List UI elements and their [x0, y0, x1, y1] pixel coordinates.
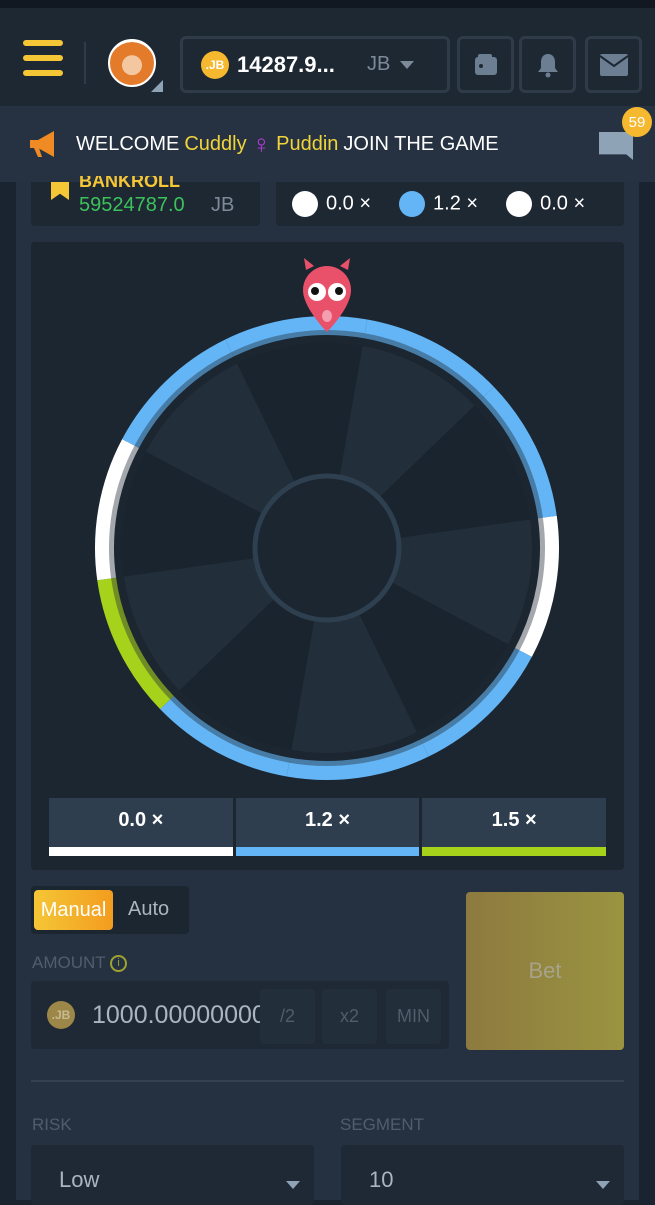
- wheel-segment-inner: [480, 395, 544, 519]
- wheel-segment: [225, 316, 368, 353]
- chat-badge: 59: [622, 107, 652, 137]
- jb-coin-icon: .JB: [47, 1001, 75, 1029]
- wheel-segment: [97, 578, 171, 710]
- join-text: JOIN THE GAME: [343, 132, 499, 155]
- wallet-button[interactable]: [457, 36, 514, 93]
- segment-label: SEGMENT: [340, 1115, 425, 1134]
- risk-select[interactable]: Low: [31, 1145, 314, 1205]
- wheel-segment-inner: [515, 517, 546, 651]
- wheel-segment: [422, 650, 532, 757]
- mail-icon: [598, 53, 629, 76]
- avatar-menu-indicator: [151, 80, 163, 92]
- bankroll-card: BANKROLL 59524787.0 JB: [31, 176, 260, 226]
- history-bar: 0.0 × 1.2 × 0.0 ×: [276, 182, 624, 226]
- wheel-segment: [519, 515, 559, 657]
- wheel-segment: [95, 439, 135, 581]
- bankroll-value: 59524787.0: [79, 194, 185, 216]
- half-button[interactable]: /2: [260, 989, 315, 1044]
- wheel-segment-inner: [169, 695, 291, 764]
- avatar[interactable]: [108, 39, 156, 87]
- min-button[interactable]: MIN: [386, 989, 441, 1044]
- header: .JB 14287.9... JB: [0, 8, 655, 106]
- balance-currency: JB: [367, 53, 391, 75]
- wheel-segment: [160, 699, 290, 777]
- info-icon[interactable]: i: [110, 955, 128, 973]
- history-item: 0.0 ×: [292, 191, 371, 217]
- history-item: 0.0 ×: [506, 191, 585, 217]
- history-item: 1.2 ×: [399, 191, 478, 217]
- jb-coin-icon: .JB: [201, 50, 229, 79]
- devil-pointer-icon: [303, 258, 351, 332]
- amount-field[interactable]: .JB 1000.00000000 /2 x2 MIN: [31, 981, 449, 1049]
- notifications-button[interactable]: [519, 36, 576, 93]
- double-button[interactable]: x2: [322, 989, 377, 1044]
- status-bar: [0, 0, 655, 8]
- legend-item: 1.5 ×: [422, 798, 607, 856]
- divider: [84, 42, 86, 84]
- wheel-segment-inner: [420, 647, 521, 745]
- wheel-segment-inner: [363, 332, 485, 401]
- bell-icon: [537, 53, 558, 77]
- segment-select[interactable]: 10: [341, 1145, 624, 1205]
- wallet-icon: [474, 53, 497, 75]
- chevron-down-icon: [286, 1181, 300, 1189]
- wheel-hub: [252, 473, 402, 623]
- wheel-segment-inner: [110, 577, 174, 701]
- wheel: [95, 258, 559, 780]
- welcome-text: WELCOME: [76, 132, 180, 155]
- wheel-segment-inner: [133, 351, 234, 449]
- chevron-down-icon: [400, 60, 415, 69]
- username-last: Puddin: [276, 132, 339, 155]
- balance-selector[interactable]: .JB 14287.9... JB: [180, 36, 450, 93]
- female-symbol-icon: ♀: [251, 128, 272, 159]
- wheel-segment: [364, 319, 494, 397]
- divider: [31, 1080, 624, 1082]
- bet-button[interactable]: Bet: [466, 892, 624, 1050]
- wheel-segment: [483, 386, 557, 518]
- tab-auto[interactable]: Auto: [128, 898, 170, 920]
- bankroll-label: BANKROLL: [79, 176, 180, 190]
- legend-item: 0.0 ×: [49, 798, 233, 856]
- welcome-banner: WELCOME Cuddly ♀ Puddin JOIN THE GAME: [0, 106, 655, 182]
- menu-icon[interactable]: [23, 40, 63, 76]
- bookmark-icon: [51, 182, 69, 200]
- wheel-segment: [286, 743, 429, 780]
- mode-toggle: Manual Auto: [31, 886, 189, 934]
- username-first: Cuddly: [184, 132, 247, 155]
- balance-value: 14287.9...: [237, 51, 335, 77]
- tab-manual[interactable]: Manual: [34, 890, 113, 930]
- legend-item: 1.2 ×: [235, 798, 420, 856]
- chevron-down-icon: [596, 1181, 610, 1189]
- wheel-segment-inner: [230, 329, 366, 357]
- bankroll-currency: JB: [211, 194, 235, 216]
- wheel-segment-inner: [288, 739, 424, 767]
- wheel-segment: [122, 339, 232, 446]
- amount-input[interactable]: 1000.00000000: [92, 1001, 266, 1029]
- messages-button[interactable]: [585, 36, 642, 93]
- amount-label: AMOUNT i: [32, 953, 128, 973]
- risk-label: RISK: [32, 1115, 72, 1134]
- megaphone-icon: [30, 131, 54, 157]
- multiplier-legend: 0.0 × 1.2 × 1.5 ×: [49, 798, 607, 856]
- wheel-segment-inner: [108, 445, 139, 579]
